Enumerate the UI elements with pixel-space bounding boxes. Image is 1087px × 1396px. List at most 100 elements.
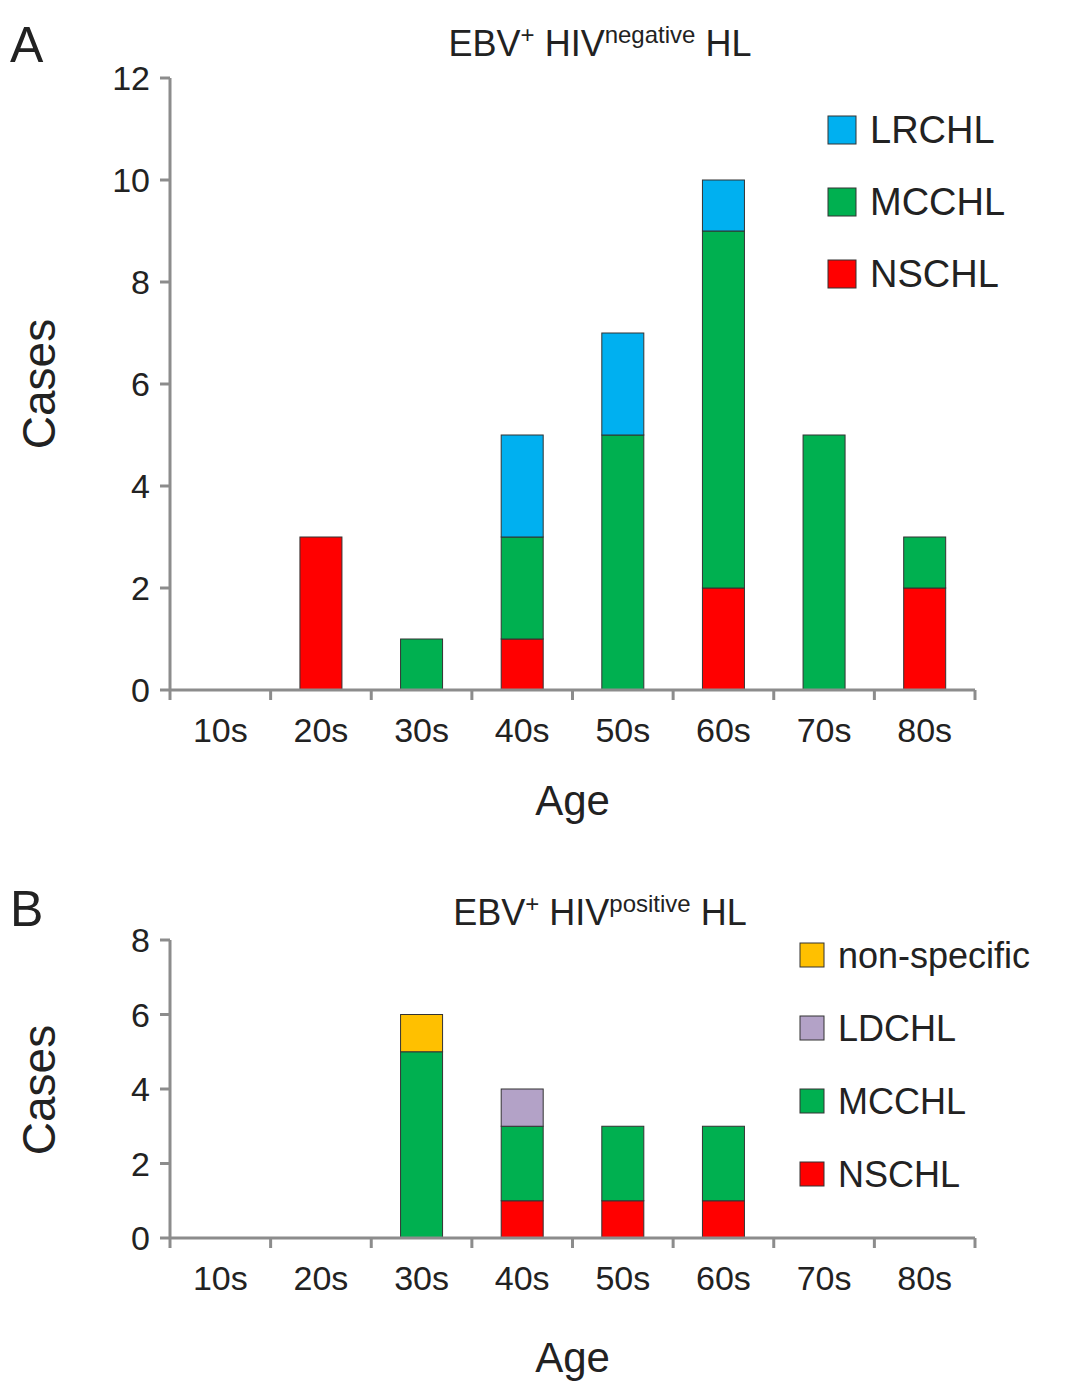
title-part: EBV: [453, 892, 525, 933]
x-tick: [571, 1238, 574, 1248]
title-part: HL: [695, 23, 751, 64]
chart-panel: BEBV+ HIVpositive HL0246810s20s30s40s50s…: [10, 881, 1030, 1381]
x-tick: [169, 1238, 172, 1248]
legend: non-specificLDCHLMCCHLNSCHL: [800, 935, 1030, 1195]
figure: AEBV+ HIVnegative HL02468101210s20s30s40…: [0, 0, 1087, 1396]
bar-segment: [602, 1201, 644, 1238]
y-tick: [160, 587, 170, 590]
x-tick: [772, 690, 775, 700]
bar-segment: [702, 1126, 744, 1127]
y-tick-label: 8: [131, 921, 150, 959]
chart-title: EBV+ HIVnegative HL: [449, 21, 752, 65]
bar-segment: [501, 1126, 543, 1201]
y-tick-label: 2: [131, 569, 150, 607]
bar-segment: [401, 1015, 443, 1052]
x-tick-label: 20s: [294, 711, 349, 749]
x-tick: [269, 1238, 272, 1248]
bar-segment: [501, 639, 543, 690]
panel-label: A: [10, 17, 44, 73]
y-tick-label: 6: [131, 365, 150, 403]
x-tick: [672, 1238, 675, 1248]
bar-segment: [602, 1126, 644, 1127]
bar-segment: [602, 333, 644, 435]
y-tick: [160, 77, 170, 80]
x-tick: [873, 1238, 876, 1248]
legend-label: NSCHL: [870, 253, 999, 295]
bar-segment: [401, 639, 443, 690]
bar-segment: [401, 1052, 443, 1238]
x-axis-label: Age: [535, 1334, 610, 1381]
x-tick: [470, 1238, 473, 1248]
legend: LRCHLMCCHLNSCHL: [828, 109, 1005, 295]
bar-segment: [501, 1201, 543, 1238]
bar-segment: [401, 639, 443, 640]
x-tick-label: 70s: [797, 711, 852, 749]
y-tick: [160, 1162, 170, 1165]
x-tick-label: 20s: [294, 1259, 349, 1297]
bar-segment: [702, 588, 744, 690]
legend-swatch: [800, 1016, 824, 1040]
bar-segment: [501, 537, 543, 639]
y-tick: [160, 939, 170, 942]
x-tick-label: 40s: [495, 1259, 550, 1297]
y-tick: [160, 179, 170, 182]
y-tick-label: 10: [112, 161, 150, 199]
y-tick-label: 0: [131, 1219, 150, 1257]
legend-swatch: [828, 260, 856, 288]
x-tick-label: 40s: [495, 711, 550, 749]
legend-label: LDCHL: [838, 1008, 956, 1049]
x-tick-label: 30s: [394, 1259, 449, 1297]
panel-label: B: [10, 881, 43, 937]
title-part: +: [521, 21, 535, 48]
x-tick: [470, 690, 473, 700]
x-tick: [772, 1238, 775, 1248]
bar-segment: [702, 1126, 744, 1127]
bar-segment: [602, 435, 644, 690]
title-part: +: [525, 890, 539, 917]
bar-segment: [904, 537, 946, 588]
bar-segment: [702, 231, 744, 588]
title-part: HL: [691, 892, 747, 933]
y-tick-label: 12: [112, 59, 150, 97]
bar-segment: [702, 180, 744, 231]
x-tick-label: 50s: [595, 711, 650, 749]
title-part: negative: [605, 21, 696, 48]
y-axis-label: Cases: [13, 319, 65, 449]
bar-segment: [300, 537, 342, 690]
y-tick: [160, 1013, 170, 1016]
legend-label: non-specific: [838, 935, 1030, 976]
y-tick-label: 4: [131, 1070, 150, 1108]
bar-segment: [501, 1089, 543, 1126]
x-tick-label: 50s: [595, 1259, 650, 1297]
x-tick: [672, 690, 675, 700]
y-tick-label: 0: [131, 671, 150, 709]
bar-segment: [904, 537, 946, 538]
y-tick: [160, 485, 170, 488]
x-tick: [370, 690, 373, 700]
legend-swatch: [828, 116, 856, 144]
y-tick-label: 2: [131, 1145, 150, 1183]
bar-segment: [803, 435, 845, 690]
legend-swatch: [828, 188, 856, 216]
bar-segment: [803, 435, 845, 436]
bars: [401, 1015, 745, 1239]
y-tick-label: 8: [131, 263, 150, 301]
legend-label: NSCHL: [838, 1154, 960, 1195]
y-tick-label: 6: [131, 996, 150, 1034]
bar-segment: [501, 435, 543, 537]
title-part: HIV: [539, 892, 609, 933]
x-tick-label: 80s: [897, 1259, 952, 1297]
x-tick-label: 30s: [394, 711, 449, 749]
y-axis-label: Cases: [13, 1025, 65, 1155]
x-tick-label: 10s: [193, 711, 248, 749]
bar-segment: [702, 1126, 744, 1201]
x-tick-label: 80s: [897, 711, 952, 749]
legend-label: LRCHL: [870, 109, 995, 151]
bar-segment: [602, 1126, 644, 1127]
title-part: HIV: [535, 23, 605, 64]
y-tick-label: 4: [131, 467, 150, 505]
legend-swatch: [800, 943, 824, 967]
y-tick: [160, 281, 170, 284]
bar-segment: [300, 537, 342, 538]
x-tick-label: 60s: [696, 711, 751, 749]
